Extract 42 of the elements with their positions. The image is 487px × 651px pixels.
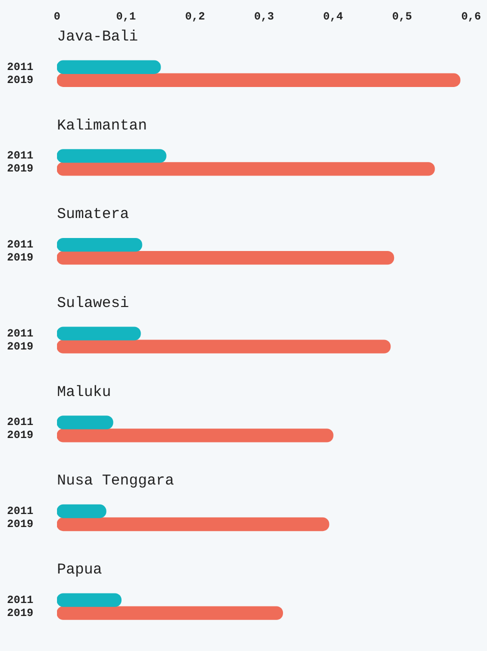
text: 2019 bbox=[7, 430, 34, 442]
x-tick-label: 0,1 bbox=[116, 11, 136, 24]
bar bbox=[57, 73, 460, 87]
y-tick-label: Sumatera bbox=[57, 206, 130, 224]
y-tick-label: Maluku bbox=[57, 384, 112, 401]
text: 2019 bbox=[7, 74, 34, 87]
bar bbox=[57, 606, 284, 620]
text: 2019 bbox=[7, 608, 34, 620]
x-tick-label: 0,5 bbox=[392, 11, 412, 24]
text: 2011 bbox=[7, 62, 34, 74]
y-tick-label: Papua bbox=[57, 562, 102, 579]
bar bbox=[57, 250, 394, 265]
text: 2011 bbox=[7, 328, 34, 340]
text: 2011 bbox=[7, 506, 34, 518]
y-tick-label: Kalimantan bbox=[57, 117, 148, 134]
bar bbox=[57, 162, 435, 176]
text: 2011 bbox=[7, 594, 34, 607]
text: 2011 bbox=[7, 240, 34, 252]
text: 2019 bbox=[7, 341, 34, 354]
bar bbox=[57, 238, 142, 252]
x-tick-label: 0,3 bbox=[254, 11, 274, 24]
bar bbox=[57, 326, 141, 340]
text: 2019 bbox=[7, 252, 34, 265]
bar bbox=[57, 340, 391, 354]
bar bbox=[57, 593, 122, 607]
x-tick-label: 0,4 bbox=[323, 11, 344, 24]
text: 2019 bbox=[7, 164, 34, 176]
text: 2011 bbox=[7, 150, 34, 163]
y-tick-label: Nusa Tenggara bbox=[57, 472, 174, 490]
bar bbox=[57, 149, 166, 163]
bar bbox=[57, 60, 161, 74]
text: 2019 bbox=[7, 519, 34, 532]
y-tick-label: Sulawesi bbox=[57, 295, 130, 312]
y-tick-label: Java-Bali bbox=[57, 28, 138, 46]
x-tick-label: 0,2 bbox=[185, 11, 205, 24]
bar bbox=[57, 428, 334, 442]
bar bbox=[57, 416, 114, 430]
bar bbox=[57, 517, 330, 532]
text: 2011 bbox=[7, 417, 34, 430]
bar bbox=[57, 504, 106, 518]
x-tick-label: 0 bbox=[54, 11, 60, 24]
x-tick-label: 0,6 bbox=[461, 11, 482, 24]
